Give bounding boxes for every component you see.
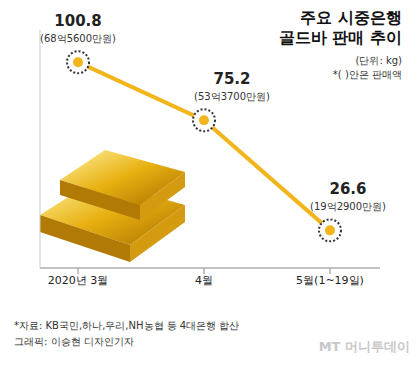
svg-text:26.6: 26.6	[329, 180, 366, 198]
svg-text:2020년 3월: 2020년 3월	[48, 274, 109, 287]
html-text:*자료: KB국민,하나,우리,NH농협 등 4대은행 합산: *자료: KB국민,하나,우리,NH농협 등 4대은행 합산	[14, 320, 240, 331]
html-text:*( )안은 판매액: *( )안은 판매액	[332, 69, 402, 80]
html-text:그래픽: 이승현 디자인기자: 그래픽: 이승현 디자인기자	[14, 336, 134, 347]
svg-text:5월(1~19일): 5월(1~19일)	[296, 274, 364, 287]
html-text:(단위: kg): (단위: kg)	[355, 55, 402, 66]
svg-text:(19억2900만원): (19억2900만원)	[310, 201, 386, 212]
svg-text:75.2: 75.2	[213, 70, 250, 88]
svg-text:100.8: 100.8	[54, 12, 101, 30]
html-text:골드바 판매 추이: 골드바 판매 추이	[278, 28, 402, 47]
html-text:MT 머니투데이: MT 머니투데이	[318, 339, 410, 354]
svg-text:(68억5600만원): (68억5600만원)	[40, 33, 116, 44]
svg-text:4월: 4월	[195, 274, 213, 287]
svg-text:(53억3700만원): (53억3700만원)	[194, 91, 270, 102]
html-text:주요 시중은행: 주요 시중은행	[300, 8, 402, 27]
